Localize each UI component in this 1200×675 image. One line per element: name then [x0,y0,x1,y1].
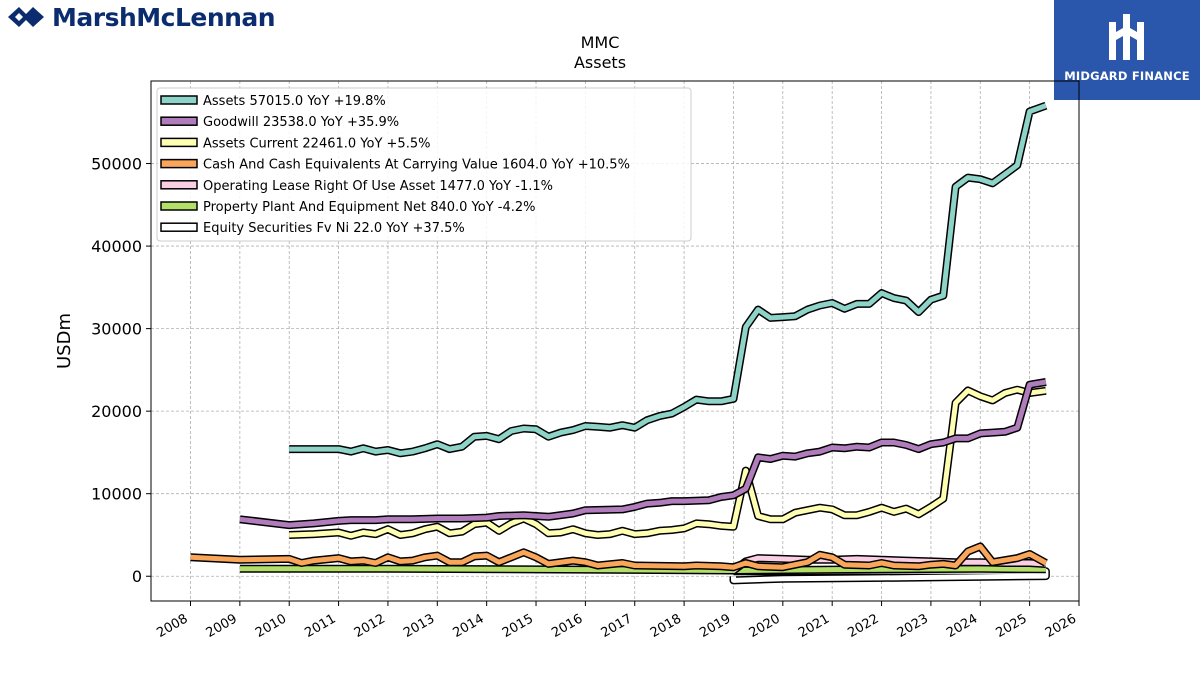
x-tick-label: 2018 [648,611,684,641]
legend-item-assets-current: Assets Current 22461.0 YoY +5.5% [160,136,430,151]
y-tick-label: 20000 [91,402,142,421]
x-tick-label: 2015 [500,611,536,641]
x-tick-label: 2026 [1043,611,1079,641]
x-tick-label: 2011 [302,611,338,641]
legend-label: Operating Lease Right Of Use Asset 1477.… [203,179,553,194]
plot-frame [150,80,1080,602]
series-line-goodwill [239,379,1047,528]
legend-item-assets: Assets 57015.0 YoY +19.8% [160,94,386,109]
legend-label: Cash And Cash Equivalents At Carrying Va… [203,158,630,173]
x-tick-label: 2021 [796,611,832,641]
brand-name: MarshMcLennan [52,2,276,32]
x-tick-label: 2009 [204,611,240,641]
legend-label: Assets Current 22461.0 YoY +5.5% [203,136,430,151]
legend-swatch [160,137,198,148]
x-tick-label: 2023 [895,611,931,641]
x-tick-label: 2022 [845,611,881,641]
legend-swatch [160,180,198,190]
legend: Assets 57015.0 YoY +19.8% Goodwill 23538.… [156,87,692,242]
x-tick-label: 2013 [401,611,437,641]
logo-text: MIDGARD FINANCE [1064,69,1190,83]
y-axis-label: USDm [54,313,75,369]
series-assets [289,101,1048,458]
series-assets-current [289,385,1047,540]
x-tick-label: 2012 [352,611,388,641]
series-cash-and-cash-equivalents-at-carrying-value [190,542,1048,572]
midgard-logo-icon [1109,14,1144,60]
x-axis: 2008 2009 2010 2011 2012 2013 2014 2015 2016 2017… [154,601,1080,641]
legend-item-cash-and-cash-equivalents-at-carrying-value: Cash And Cash Equivalents At Carrying Va… [160,158,630,173]
legend-item-property-plant-and-equipment-net: Property Plant And Equipment Net 840.0 Y… [160,200,536,215]
series-equity-securities-fv-ni [729,567,1050,585]
y-tick-label: 0 [132,567,142,586]
x-tick-label: 2016 [549,611,585,641]
x-tick-label: 2019 [697,611,733,641]
legend-swatch [160,201,198,211]
y-axis: 0 10000 20000 30000 40000 50000 [91,155,151,586]
y-tick-label: 50000 [91,155,142,174]
legend-item-goodwill: Goodwill 23538.0 YoY +35.9% [160,115,399,130]
legend-item-equity-securities-fv-ni: Equity Securities Fv Ni 22.0 YoY +37.5% [160,221,465,236]
legend-item-operating-lease-right-of-use-asset: Operating Lease Right Of Use Asset 1477.… [160,179,553,194]
y-tick-label: 40000 [91,237,142,256]
y-tick-label: 10000 [91,485,142,504]
legend-box [156,87,692,242]
series-line-equity-securities-fv-ni [731,568,1049,583]
x-tick-label: 2024 [944,611,980,641]
legend-label: Property Plant And Equipment Net 840.0 Y… [203,200,536,215]
series-goodwill [239,378,1047,530]
series-line-cash-and-cash-equivalents-at-carrying-value [190,544,1048,570]
legend-swatch [160,95,198,105]
legend-label: Equity Securities Fv Ni 22.0 YoY +37.5% [203,221,465,236]
x-tick-label: 2008 [154,611,190,641]
series-line-assets-current [289,387,1047,539]
legend-swatch [160,158,198,169]
x-tick-label: 2020 [747,611,783,641]
legend-label: Assets 57015.0 YoY +19.8% [203,94,386,109]
x-tick-label: 2014 [450,611,486,641]
x-tick-label: 2010 [253,611,289,641]
chart-subtitle: Assets [573,53,627,72]
x-tick-label: 2025 [993,611,1029,641]
brand-mark-icon [8,7,44,27]
y-tick-label: 30000 [91,320,142,339]
x-tick-label: 2017 [599,611,635,641]
chart-title: MMC [580,33,620,52]
legend-swatch [160,222,198,232]
series-lines [190,101,1050,585]
brand-logo: MarshMcLennan [6,2,276,32]
series-line-assets [289,103,1047,456]
legend-label: Goodwill 23538.0 YoY +35.9% [203,115,399,130]
midgard-finance-logo: MIDGARD FINANCE [1054,0,1200,100]
legend-swatch [160,116,198,126]
